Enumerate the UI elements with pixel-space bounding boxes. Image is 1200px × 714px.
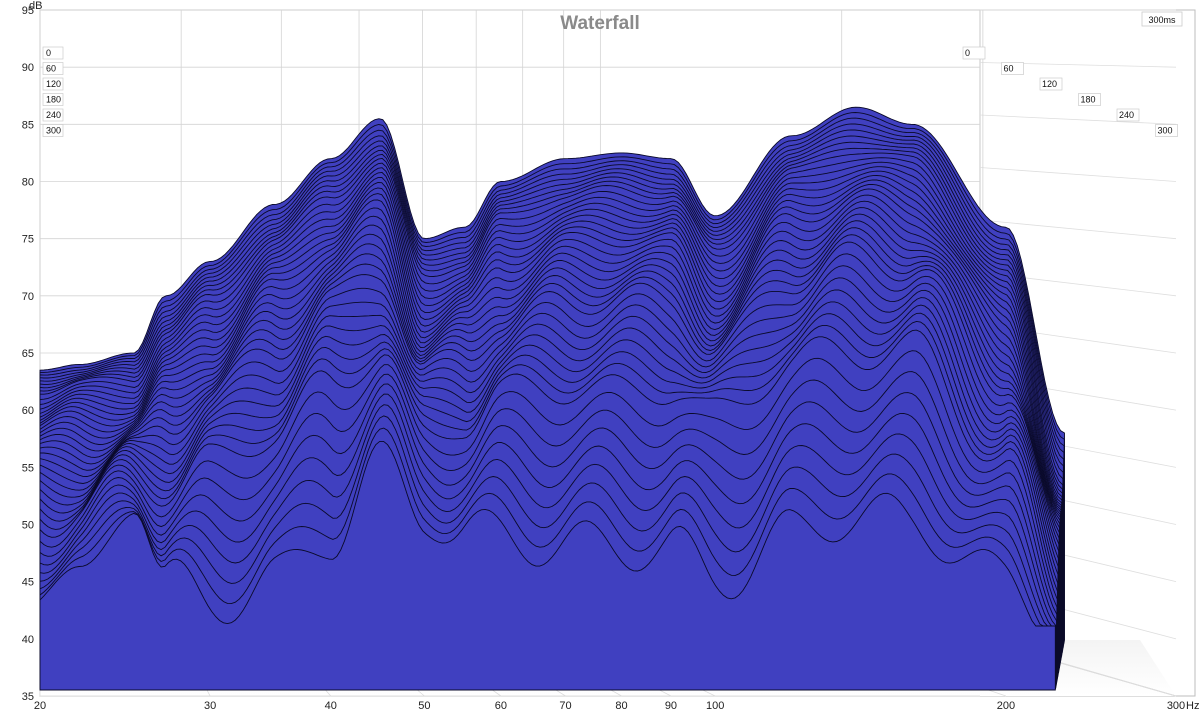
y-tick-label-75: 75: [22, 234, 34, 246]
y-tick-label-35: 35: [22, 691, 34, 703]
time-label-left-60: 60: [46, 64, 56, 74]
time-label-left-180: 180: [46, 95, 61, 105]
side-wall-gridline: [979, 114, 1177, 125]
side-wall-gridline: [979, 167, 1177, 182]
time-label-box: [42, 46, 64, 60]
x-tick-label-70: 70: [559, 700, 571, 712]
time-label-box: [1039, 77, 1063, 91]
time-axis-right: 0 60 120 180 240 300: [962, 46, 1178, 137]
y-tick-label-60: 60: [22, 405, 34, 417]
y-tick-label-50: 50: [22, 520, 34, 532]
x-axis: 20 30 40 50 60 70 80 90 100 200 300: [34, 700, 1185, 712]
y-tick-label-95: 95: [22, 5, 34, 17]
time-label-box: [1155, 124, 1178, 137]
x-axis-unit-label: Hz: [1186, 700, 1199, 712]
x-tick-label-200: 200: [997, 700, 1015, 712]
time-label-box: [1001, 62, 1024, 75]
y-tick-label-90: 90: [22, 62, 34, 74]
x-tick-label-40: 40: [325, 700, 337, 712]
y-axis: 35 40 45 50 55 60 65 70 75 80 85 90 95: [22, 5, 34, 703]
y-tick-label-80: 80: [22, 177, 34, 189]
chart-title: Waterfall: [560, 13, 640, 34]
time-axis-left: 0 60 120 180 240 300: [42, 46, 64, 137]
x-tick-label-60: 60: [495, 700, 507, 712]
time-label-box: [1116, 108, 1140, 122]
time-label-left-120: 120: [46, 79, 61, 89]
time-label-right-0: 0: [965, 48, 970, 58]
x-tick-label-300: 300: [1167, 700, 1185, 712]
depth-axis-label: 300ms: [1148, 15, 1176, 25]
x-tick-label-20: 20: [34, 700, 46, 712]
time-label-box: [42, 93, 64, 106]
x-tick-label-80: 80: [615, 700, 627, 712]
y-axis-unit-label: dB: [29, 0, 42, 12]
waterfall-slices: [39, 106, 1065, 691]
time-label-left-0: 0: [46, 48, 51, 58]
y-tick-label-55: 55: [22, 462, 34, 474]
time-label-left-240: 240: [46, 110, 61, 120]
time-label-box: [962, 46, 986, 60]
time-label-right-180: 180: [1081, 95, 1096, 105]
time-label-box: [42, 108, 64, 122]
x-tick-label-100: 100: [706, 700, 724, 712]
y-tick-label-65: 65: [22, 348, 34, 360]
time-label-right-120: 120: [1042, 79, 1057, 89]
time-label-box: [42, 124, 64, 137]
time-label-box: [42, 77, 64, 91]
y-tick-label-85: 85: [22, 119, 34, 131]
time-label-left-300: 300: [46, 126, 61, 136]
y-tick-label-40: 40: [22, 634, 34, 646]
x-tick-label-50: 50: [418, 700, 430, 712]
y-tick-label-45: 45: [22, 577, 34, 589]
y-tick-label-70: 70: [22, 291, 34, 303]
time-label-box: [42, 62, 64, 75]
time-label-right-60: 60: [1004, 64, 1014, 74]
x-tick-label-30: 30: [204, 700, 216, 712]
side-wall-gridline: [979, 219, 1177, 240]
depth-axis-label-box: 300ms: [1141, 11, 1183, 27]
time-label-right-240: 240: [1119, 110, 1134, 120]
time-label-box: [1078, 93, 1101, 106]
waterfall-slice-300ms: [39, 440, 1056, 691]
time-label-right-300: 300: [1158, 126, 1173, 136]
x-tick-label-90: 90: [665, 700, 677, 712]
